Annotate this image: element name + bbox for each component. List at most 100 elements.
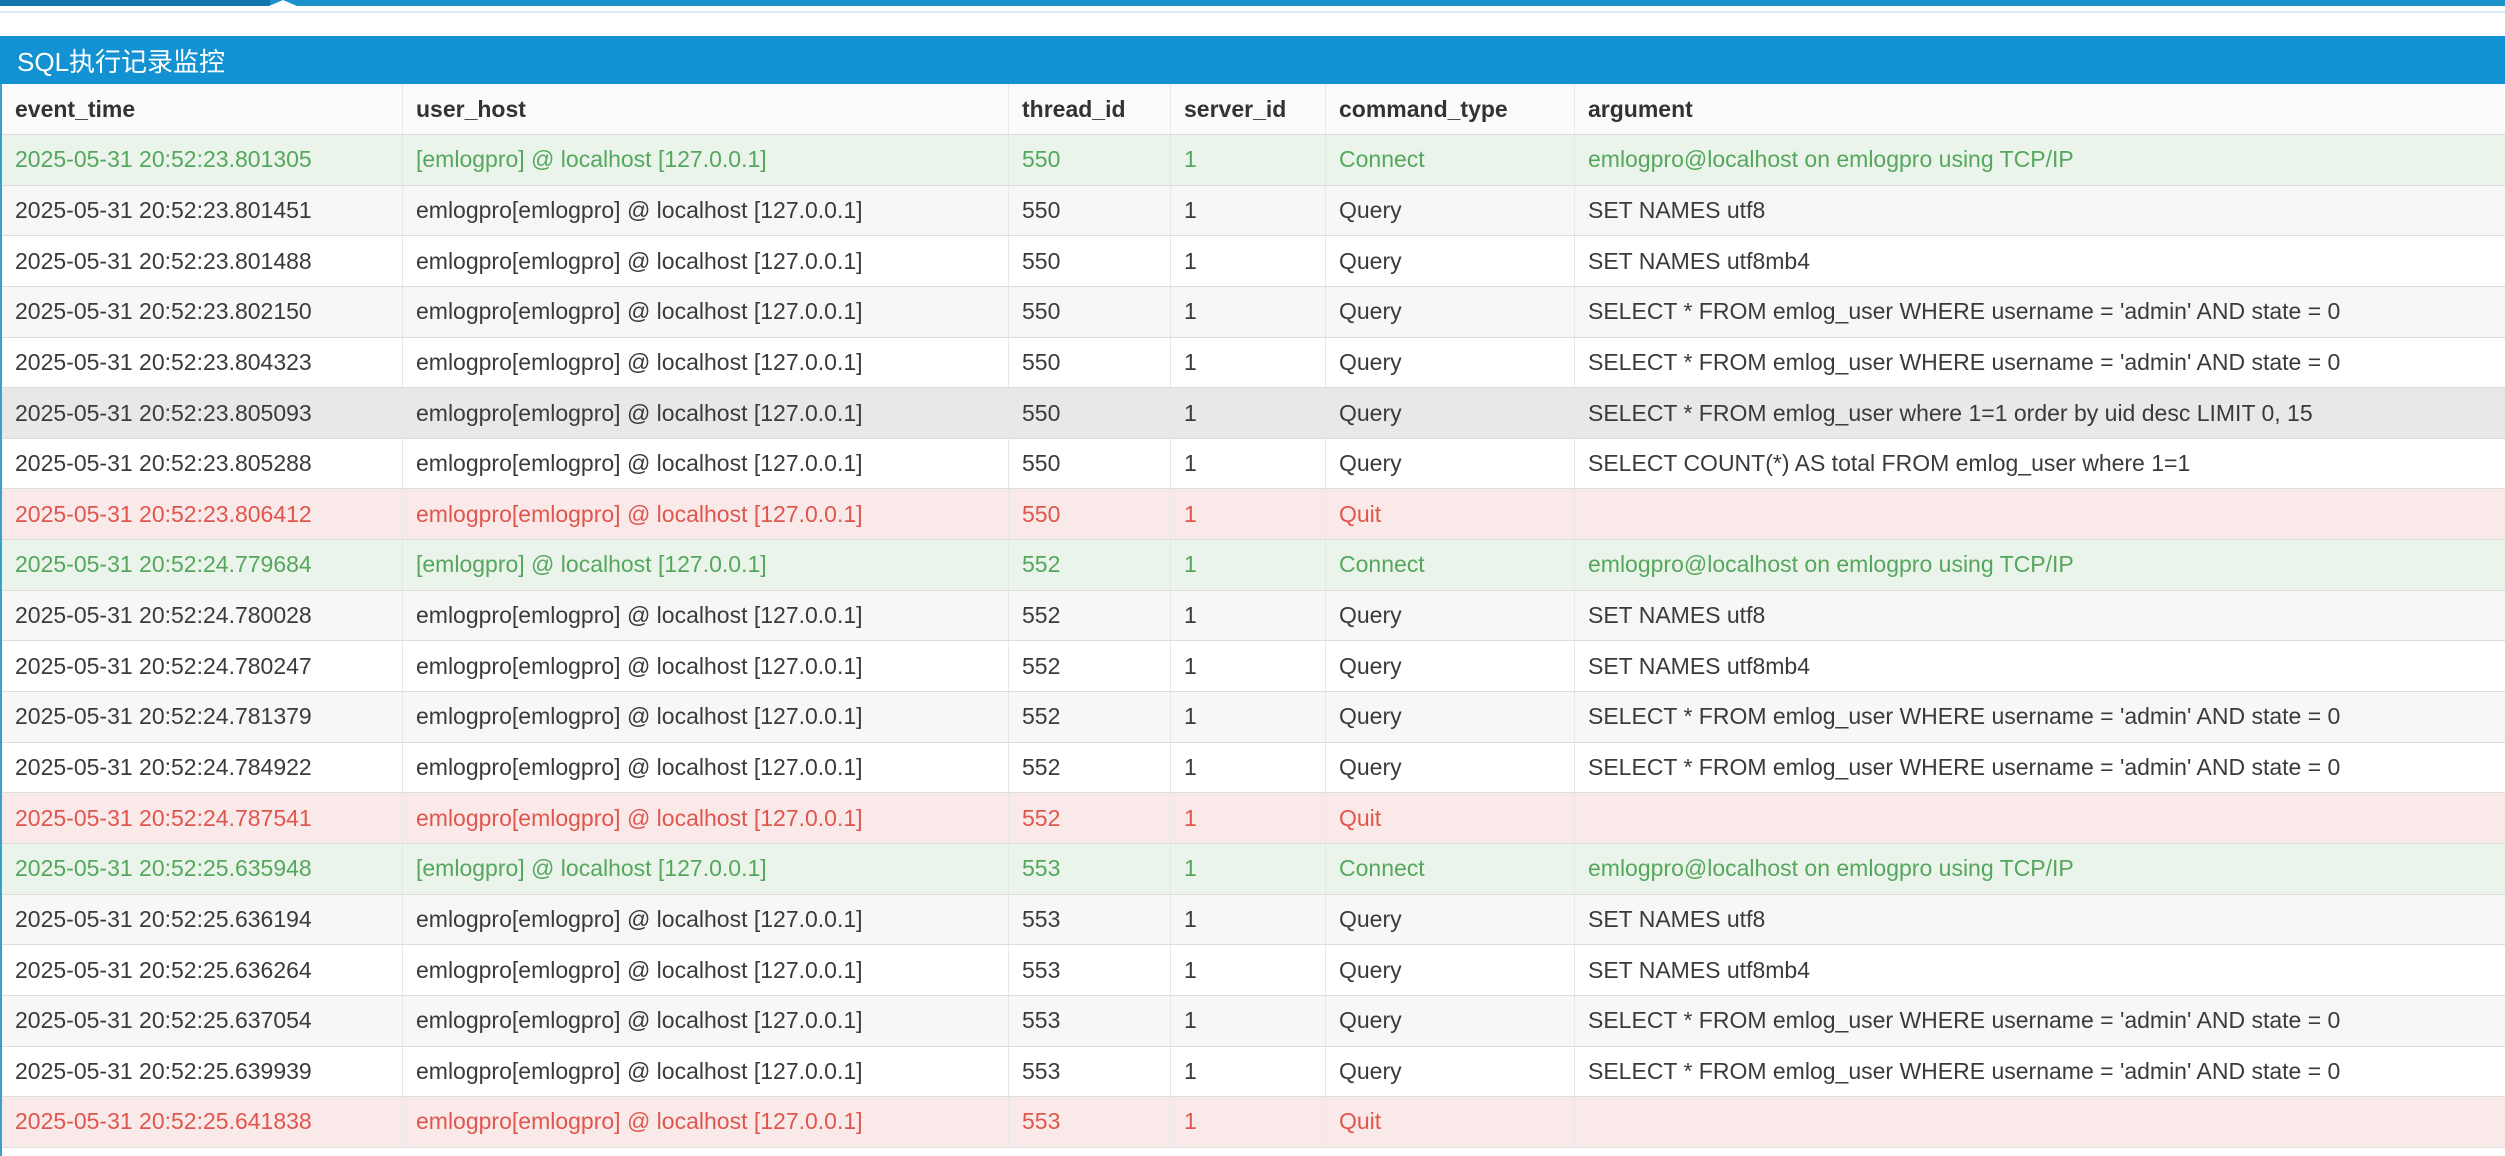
- cell-server_id: 1: [1171, 438, 1326, 489]
- table-row[interactable]: 2025-05-31 20:52:24.787541 emlogpro[emlog…: [2, 793, 2505, 844]
- cell-argument: [1575, 793, 2505, 843]
- cell-thread_id: 550: [1009, 388, 1171, 438]
- cell-server_id: 1: [1171, 286, 1326, 337]
- cell-thread_id: 550: [1009, 337, 1171, 388]
- cell-event_time: 2025-05-31 20:52:24.781379: [2, 692, 403, 742]
- table-row[interactable]: 2025-05-31 20:52:23.801305 [emlogpro] @ l…: [2, 135, 2505, 186]
- table-row[interactable]: 2025-05-31 20:52:24.780028 emlogpro[emlog…: [2, 590, 2505, 642]
- table-row[interactable]: 2025-05-31 20:52:25.636194 emlogpro[emlog…: [2, 894, 2505, 946]
- table-header-row: event_time user_host thread_id server_id com…: [2, 84, 2505, 135]
- cell-command_type: Connect: [1326, 135, 1575, 185]
- cell-event_time: 2025-05-31 20:52:23.801451: [2, 185, 403, 236]
- table-row[interactable]: 2025-05-31 20:52:23.802150 emlogpro[emlog…: [2, 286, 2505, 338]
- cell-command_type: Query: [1326, 995, 1575, 1046]
- cell-user_host: emlogpro[emlogpro] @ localhost [127.0.0.…: [403, 185, 1009, 236]
- cell-thread_id: 550: [1009, 286, 1171, 337]
- cell-event_time: 2025-05-31 20:52:23.804323: [2, 337, 403, 388]
- cell-thread_id: 553: [1009, 894, 1171, 945]
- cell-event_time: 2025-05-31 20:52:25.636264: [2, 945, 403, 995]
- table-row[interactable]: 2025-05-31 20:52:24.780247 emlogpro[emlog…: [2, 641, 2505, 693]
- cell-argument: emlogpro@localhost on emlogpro using TCP…: [1588, 855, 2074, 882]
- cell-thread_id: 550: [1009, 236, 1171, 286]
- cell-user_host: emlogpro[emlogpro] @ localhost [127.0.0.…: [403, 1097, 1009, 1147]
- cell-thread_id: 553: [1009, 995, 1171, 1046]
- cell-server_id: 1: [1171, 388, 1326, 438]
- cell-user_host: [emlogpro] @ localhost [127.0.0.1]: [403, 135, 1009, 185]
- cell-event_time: 2025-05-31 20:52:23.802150: [2, 286, 403, 337]
- cell-server_id: 1: [1171, 945, 1326, 995]
- cell-command_type: Query: [1326, 742, 1575, 793]
- cell-server_id: 1: [1171, 894, 1326, 945]
- table-row[interactable]: 2025-05-31 20:52:25.636264 emlogpro[emlog…: [2, 945, 2505, 996]
- cell-server_id: 1: [1171, 1046, 1326, 1097]
- active-tab-pointer-notch: [269, 0, 297, 6]
- column-header-thread_id: thread_id: [1009, 84, 1171, 134]
- cell-event_time: 2025-05-31 20:52:24.787541: [2, 793, 403, 843]
- cell-thread_id: 553: [1009, 945, 1171, 995]
- cell-event_time: 2025-05-31 20:52:23.805093: [2, 388, 403, 438]
- cell-command_type: Quit: [1326, 793, 1575, 843]
- table-row[interactable]: 2025-05-31 20:52:24.784922 emlogpro[emlog…: [2, 742, 2505, 794]
- cell-thread_id: 552: [1009, 641, 1171, 692]
- cell-argument: SET NAMES utf8: [1588, 196, 1766, 223]
- cell-user_host: [emlogpro] @ localhost [127.0.0.1]: [403, 843, 1009, 894]
- cell-argument: SELECT * FROM emlog_user WHERE username …: [1588, 298, 2341, 325]
- cell-command_type: Query: [1326, 641, 1575, 692]
- cell-server_id: 1: [1171, 1097, 1326, 1147]
- column-header-user_host: user_host: [403, 84, 1009, 134]
- table-row[interactable]: 2025-05-31 20:52:25.637054 emlogpro[emlog…: [2, 995, 2505, 1047]
- table-row[interactable]: 2025-05-31 20:52:23.801451 emlogpro[emlog…: [2, 185, 2505, 237]
- cell-event_time: 2025-05-31 20:52:24.780028: [2, 590, 403, 641]
- cell-user_host: emlogpro[emlogpro] @ localhost [127.0.0.…: [403, 438, 1009, 489]
- table-row[interactable]: 2025-05-31 20:52:24.779684 [emlogpro] @ l…: [2, 540, 2505, 591]
- table-row[interactable]: 2025-05-31 20:52:25.635948 [emlogpro] @ l…: [2, 843, 2505, 895]
- table-row[interactable]: 2025-05-31 20:52:23.804323 emlogpro[emlog…: [2, 337, 2505, 389]
- cell-server_id: 1: [1171, 236, 1326, 286]
- table-body: 2025-05-31 20:52:23.801305 [emlogpro] @ l…: [2, 135, 2505, 1156]
- cell-server_id: 1: [1171, 843, 1326, 894]
- table-row[interactable]: 2025-05-31 20:52:23.801488 emlogpro[emlog…: [2, 236, 2505, 287]
- cell-argument: [1575, 1097, 2505, 1147]
- table-row[interactable]: 2025-05-31 20:52:23.805093 emlogpro[emlog…: [2, 388, 2505, 439]
- cell-user_host: emlogpro[emlogpro] @ localhost [127.0.0.…: [403, 641, 1009, 692]
- cell-argument: SET NAMES utf8mb4: [1588, 247, 1810, 274]
- cell-server_id: 1: [1171, 489, 1326, 540]
- cell-thread_id: 550: [1009, 135, 1171, 185]
- table-row[interactable]: 2025-05-31 20:52:23.806412 emlogpro[emlog…: [2, 489, 2505, 541]
- cell-command_type: Query: [1326, 286, 1575, 337]
- table-row-partial[interactable]: [2, 1147, 2505, 1156]
- cell-thread_id: 553: [1009, 1097, 1171, 1147]
- column-header-argument: argument: [1588, 95, 1693, 122]
- cell-argument: [1575, 489, 2505, 539]
- cell-command_type: Connect: [1326, 843, 1575, 894]
- panel-header: SQL执行记录监控: [0, 36, 2505, 84]
- cell-command_type: Quit: [1326, 1097, 1575, 1147]
- cell-user_host: emlogpro[emlogpro] @ localhost [127.0.0.…: [403, 337, 1009, 388]
- cell-argument: SET NAMES utf8: [1588, 602, 1766, 629]
- cell-server_id: 1: [1171, 793, 1326, 843]
- cell-thread_id: 550: [1009, 438, 1171, 489]
- cell-thread_id: 552: [1009, 590, 1171, 641]
- cell-command_type: Query: [1326, 337, 1575, 388]
- column-header-event_time: event_time: [2, 84, 403, 134]
- cell-event_time: 2025-05-31 20:52:24.780247: [2, 641, 403, 692]
- cell-user_host: [emlogpro] @ localhost [127.0.0.1]: [403, 540, 1009, 590]
- cell-user_host: emlogpro[emlogpro] @ localhost [127.0.0.…: [403, 995, 1009, 1046]
- cell-argument: SELECT * FROM emlog_user WHERE username …: [1588, 1057, 2341, 1084]
- sql-log-table: event_time user_host thread_id server_id com…: [0, 84, 2505, 1156]
- cell-event_time: 2025-05-31 20:52:23.806412: [2, 489, 403, 540]
- cell-user_host: emlogpro[emlogpro] @ localhost [127.0.0.…: [403, 742, 1009, 793]
- cell-server_id: 1: [1171, 135, 1326, 185]
- cell-server_id: 1: [1171, 590, 1326, 641]
- cell-user_host: emlogpro[emlogpro] @ localhost [127.0.0.…: [403, 388, 1009, 438]
- cell-argument: emlogpro@localhost on emlogpro using TCP…: [1588, 551, 2074, 578]
- cell-event_time: 2025-05-31 20:52:23.801488: [2, 236, 403, 286]
- table-row[interactable]: 2025-05-31 20:52:23.805288 emlogpro[emlog…: [2, 438, 2505, 490]
- table-row[interactable]: 2025-05-31 20:52:25.639939 emlogpro[emlog…: [2, 1046, 2505, 1098]
- cell-argument: SET NAMES utf8mb4: [1588, 956, 1810, 983]
- cell-server_id: 1: [1171, 995, 1326, 1046]
- table-row[interactable]: 2025-05-31 20:52:25.641838 emlogpro[emlog…: [2, 1097, 2505, 1148]
- table-row[interactable]: 2025-05-31 20:52:24.781379 emlogpro[emlog…: [2, 692, 2505, 743]
- cell-thread_id: 552: [1009, 793, 1171, 843]
- cell-user_host: emlogpro[emlogpro] @ localhost [127.0.0.…: [403, 692, 1009, 742]
